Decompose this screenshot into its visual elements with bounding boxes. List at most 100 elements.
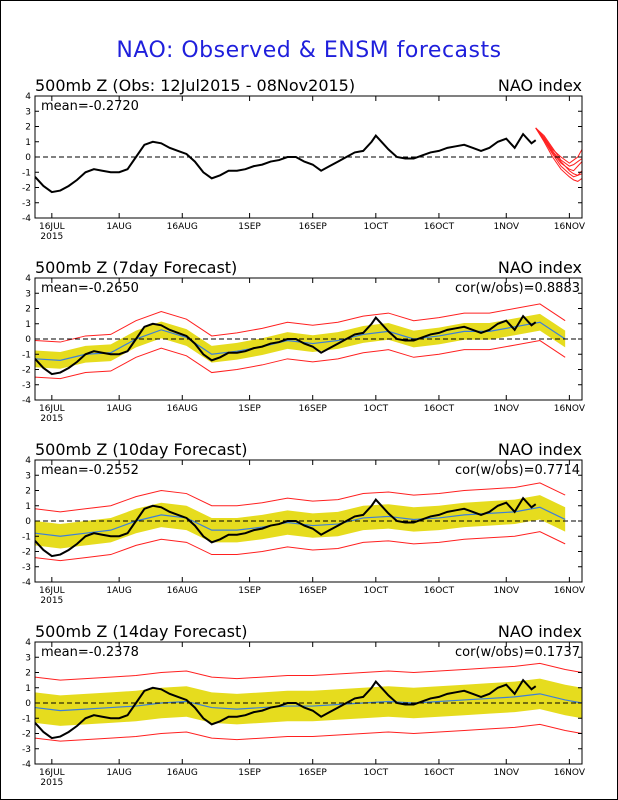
lower-range-line: [35, 339, 566, 380]
y-tick-label: -3: [22, 381, 31, 391]
x-tick-year-label: 2015: [40, 778, 63, 788]
x-tick-label: 1AUG: [106, 586, 131, 596]
x-tick-label: 16JUL: [39, 768, 65, 778]
spread-band: [35, 495, 566, 549]
chart-panel-2: 500mb Z (7day Forecast) NAO index 4 3 2 1 0 -1 -…: [22, 258, 586, 424]
x-tick-label: 1AUG: [106, 222, 131, 232]
y-tick-label: -4: [22, 214, 31, 224]
plot-area: [35, 662, 582, 742]
panel-title: 500mb Z (14day Forecast): [35, 622, 247, 641]
forecast-member-line: [535, 127, 582, 176]
y-tick-label: 1: [25, 320, 31, 330]
y-tick-label: 0: [25, 517, 31, 527]
y-tick-label: 4: [25, 274, 31, 284]
panel-title: 500mb Z (10day Forecast): [35, 440, 247, 459]
x-tick-label: 16OCT: [424, 586, 455, 596]
y-tick-label: -2: [22, 366, 31, 376]
y-tick-label: 3: [25, 107, 31, 117]
y-tick-label: -3: [22, 745, 31, 755]
forecast-member-line: [535, 127, 582, 182]
x-tick-year-label: 2015: [40, 596, 63, 606]
forecast-member-line: [535, 127, 582, 167]
y-tick-label: -2: [22, 730, 31, 740]
plot-area: [35, 127, 582, 194]
y-tick-label: 4: [25, 456, 31, 466]
y-tick-label: 2: [25, 487, 31, 497]
x-tick-label: 16AUG: [167, 586, 198, 596]
x-tick-year-label: 2015: [40, 414, 63, 424]
y-tick-label: -1: [22, 532, 31, 542]
y-tick-label: -4: [22, 578, 31, 588]
x-tick-label: 1NOV: [493, 586, 519, 596]
x-tick-label: 16NOV: [554, 222, 586, 232]
y-tick-label: 3: [25, 653, 31, 663]
x-tick-label: 16JUL: [39, 586, 65, 596]
x-tick-label: 16JUL: [39, 222, 65, 232]
mean-label: mean=-0.2552: [41, 463, 139, 478]
panel-right-title: NAO index: [498, 76, 582, 95]
x-tick-label: 16NOV: [554, 768, 586, 778]
correlation-label: cor(w/obs)=0.1737: [455, 645, 580, 660]
chart-panel-4: 500mb Z (14day Forecast) NAO index 4 3 2 1 0 -1…: [22, 622, 586, 788]
y-tick-label: -2: [22, 184, 31, 194]
chart-panel-1: 500mb Z (Obs: 12Jul2015 - 08Nov2015) NAO …: [22, 76, 586, 242]
plot-area: [35, 303, 582, 380]
y-tick-label: 1: [25, 138, 31, 148]
y-tick-label: 3: [25, 471, 31, 481]
x-tick-label: 16AUG: [167, 404, 198, 414]
y-tick-label: 2: [25, 123, 31, 133]
y-tick-label: 0: [25, 335, 31, 345]
x-tick-label: 1AUG: [106, 404, 131, 414]
y-tick-label: -3: [22, 199, 31, 209]
panel-title: 500mb Z (7day Forecast): [35, 258, 237, 277]
correlation-label: cor(w/obs)=0.8883: [455, 281, 580, 296]
y-tick-label: -2: [22, 548, 31, 558]
y-tick-label: 4: [25, 92, 31, 102]
x-tick-label: 1NOV: [493, 222, 519, 232]
panel-right-title: NAO index: [498, 440, 582, 459]
y-tick-label: 0: [25, 153, 31, 163]
panel-right-title: NAO index: [498, 622, 582, 641]
y-tick-label: 1: [25, 502, 31, 512]
x-tick-label: 1OCT: [364, 404, 389, 414]
upper-range-line: [35, 662, 582, 681]
x-tick-label: 1SEP: [238, 586, 261, 596]
panel-right-title: NAO index: [498, 258, 582, 277]
lower-range-line: [35, 531, 566, 562]
x-tick-label: 1NOV: [493, 404, 519, 414]
mean-label: mean=-0.2378: [41, 645, 139, 660]
observed-line: [35, 314, 537, 376]
y-tick-label: -4: [22, 760, 31, 770]
upper-range-line: [35, 303, 566, 343]
x-tick-label: 16SEP: [299, 222, 328, 232]
observed-line: [35, 132, 537, 194]
x-tick-label: 1NOV: [493, 768, 519, 778]
x-tick-label: 16JUL: [39, 404, 65, 414]
upper-range-line: [35, 482, 566, 513]
x-tick-label: 1SEP: [238, 404, 261, 414]
x-tick-label: 16NOV: [554, 404, 586, 414]
ensemble-mean-line: [35, 693, 582, 712]
y-tick-label: -1: [22, 714, 31, 724]
x-tick-label: 1AUG: [106, 768, 131, 778]
x-tick-label: 16OCT: [424, 768, 455, 778]
figure-title: NAO: Observed & ENSM forecasts: [116, 38, 502, 63]
y-tick-label: 0: [25, 699, 31, 709]
lower-range-line: [35, 723, 582, 742]
y-tick-label: 3: [25, 289, 31, 299]
plot-area: [35, 482, 582, 562]
y-tick-label: 2: [25, 669, 31, 679]
chart-panel-3: 500mb Z (10day Forecast) NAO index 4 3 2 1 0 -1…: [22, 440, 586, 606]
y-tick-label: 4: [25, 638, 31, 648]
x-tick-label: 16SEP: [299, 586, 328, 596]
x-tick-label: 16AUG: [167, 222, 198, 232]
observed-line: [35, 678, 537, 740]
x-tick-label: 16SEP: [299, 768, 328, 778]
x-tick-label: 16OCT: [424, 222, 455, 232]
x-tick-label: 1OCT: [364, 768, 389, 778]
x-tick-label: 16SEP: [299, 404, 328, 414]
correlation-label: cor(w/obs)=0.7714: [455, 463, 580, 478]
mean-label: mean=-0.2650: [41, 281, 139, 296]
x-tick-label: 16AUG: [167, 768, 198, 778]
